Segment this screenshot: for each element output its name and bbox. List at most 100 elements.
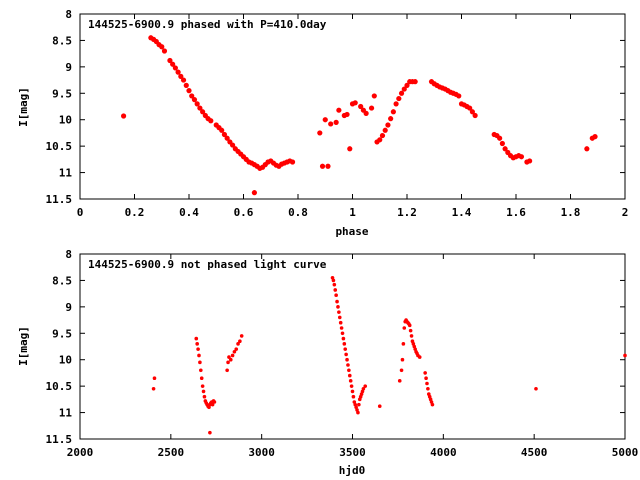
x-tick-label: 0.4 — [179, 206, 199, 219]
y-tick-label: 9.5 — [52, 327, 72, 340]
plot-frame — [79, 253, 626, 440]
data-point — [400, 357, 405, 362]
chart-title: 144525-6900.9 phased with P=410.0day — [88, 18, 327, 31]
data-point — [337, 310, 341, 314]
x-tick-label: 5000 — [612, 446, 639, 459]
data-point — [340, 331, 345, 336]
data-point — [469, 109, 475, 115]
data-point — [424, 376, 428, 381]
data-point — [426, 386, 430, 391]
x-axis-label: hjd0 — [339, 464, 366, 477]
data-point — [201, 389, 206, 394]
data-point — [210, 402, 215, 407]
data-point — [396, 95, 402, 102]
data-point — [202, 394, 207, 399]
data-point — [398, 90, 405, 96]
data-point — [534, 386, 538, 391]
data-point — [382, 127, 388, 133]
data-point — [317, 130, 323, 136]
data-point — [328, 121, 334, 127]
data-point — [159, 44, 165, 50]
data-point — [208, 118, 214, 124]
data-point — [402, 326, 407, 330]
x-tick-label: 1.4 — [452, 206, 472, 219]
data-point — [388, 116, 394, 122]
y-tick-label: 10 — [59, 114, 72, 127]
data-point — [238, 339, 242, 344]
data-point — [152, 376, 157, 381]
data-point — [409, 334, 414, 338]
x-tick-label: 3000 — [248, 446, 275, 459]
data-point — [170, 61, 176, 67]
data-point — [191, 97, 198, 103]
data-point — [430, 402, 435, 407]
data-point — [342, 342, 347, 346]
y-axis-ticks: 8 8.5 9 9.5 10 10.5 11 11.5 — [46, 248, 625, 446]
x-tick-label: 1.8 — [561, 206, 581, 219]
data-point — [230, 142, 236, 148]
data-point — [584, 146, 590, 152]
data-point — [336, 107, 342, 113]
x-tick-label: 1.6 — [506, 206, 526, 219]
data-points — [121, 35, 598, 196]
data-point — [339, 326, 344, 330]
x-axis-ticks: 0 0.2 0.4 0.6 0.8 1 1.2 1.4 1.6 1.8 2 — [77, 14, 628, 219]
data-point — [408, 328, 413, 333]
x-axis-ticks: 2000 2500 3000 3500 4000 4500 5000 — [67, 254, 639, 459]
data-point — [199, 376, 204, 381]
data-point — [226, 360, 230, 365]
y-tick-label: 11.5 — [46, 193, 73, 206]
data-point — [180, 77, 187, 83]
y-tick-label: 10 — [59, 354, 72, 367]
y-axis-ticks: 8 8.5 9 9.5 10 10.5 11 11.5 — [46, 8, 625, 206]
data-point — [499, 140, 505, 147]
data-point — [358, 103, 364, 110]
x-tick-label: 2000 — [67, 446, 94, 459]
data-point — [121, 113, 127, 119]
data-point — [518, 154, 525, 160]
data-point — [497, 135, 503, 141]
data-point — [592, 134, 598, 140]
data-point — [333, 288, 338, 292]
y-tick-label: 10.5 — [46, 140, 73, 153]
data-point — [183, 82, 189, 88]
chart-title: 144525-6900.9 not phased light curve — [88, 258, 327, 271]
data-point — [361, 386, 366, 391]
data-point — [225, 368, 229, 373]
data-point — [195, 342, 199, 346]
data-point — [404, 82, 410, 88]
x-tick-label: 0.6 — [234, 206, 254, 219]
data-point — [363, 384, 368, 388]
data-point — [349, 384, 354, 388]
data-point — [198, 360, 202, 365]
data-point — [232, 349, 237, 354]
data-point — [343, 347, 348, 351]
data-point — [467, 105, 473, 111]
data-point — [357, 402, 361, 407]
data-point — [345, 357, 349, 362]
data-point — [289, 159, 296, 165]
data-point — [161, 48, 168, 54]
data-point — [337, 315, 342, 320]
data-point — [379, 132, 386, 139]
y-tick-label: 8 — [65, 8, 72, 21]
data-point — [197, 105, 203, 111]
x-tick-label: 1.2 — [397, 206, 417, 219]
data-point — [251, 190, 257, 196]
data-point — [423, 371, 427, 375]
data-point — [456, 93, 462, 99]
data-point — [417, 355, 422, 359]
data-point — [194, 101, 200, 107]
data-point — [325, 163, 331, 169]
x-tick-label: 1 — [349, 206, 356, 219]
data-point — [371, 93, 377, 99]
data-point — [197, 353, 201, 358]
y-tick-label: 10.5 — [46, 380, 73, 393]
data-point — [336, 305, 340, 309]
data-point — [178, 73, 184, 79]
data-point — [219, 127, 225, 133]
data-point — [397, 379, 402, 383]
data-point — [228, 357, 233, 362]
data-point — [351, 394, 356, 399]
